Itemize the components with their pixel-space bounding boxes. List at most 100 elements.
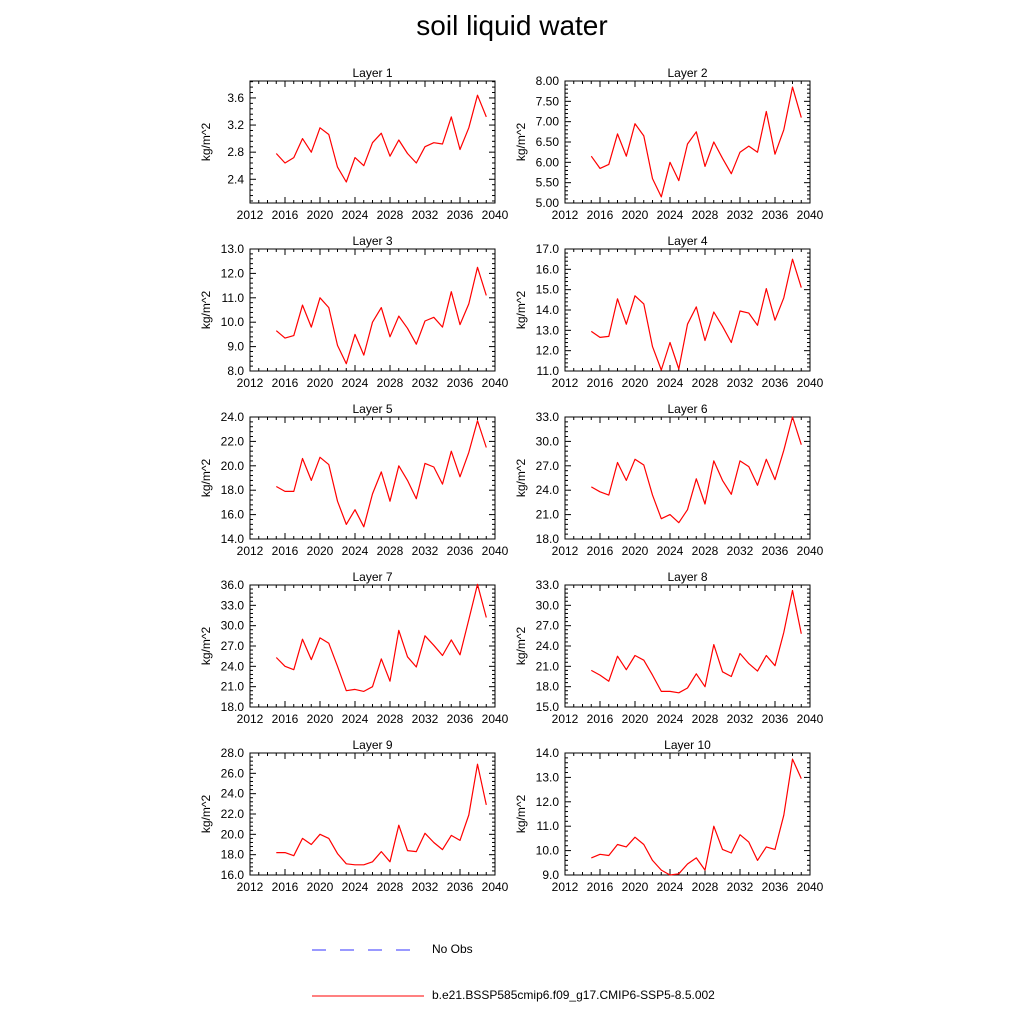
x-tick-label: 2020 <box>307 712 334 726</box>
y-tick-label: 12.0 <box>536 344 560 358</box>
x-tick-label: 2028 <box>377 376 404 390</box>
y-tick-label: 33.0 <box>536 578 560 592</box>
y-tick-label: 17.0 <box>536 242 560 256</box>
panel-3: 2012 2016 2020 2024 2028 2032 2036 2040 8.0 9.0 10… <box>199 234 509 390</box>
series-line <box>591 589 802 694</box>
y-tick-label: 30.0 <box>221 619 245 633</box>
y-tick-label: 21.0 <box>221 680 245 694</box>
x-tick-label: 2040 <box>797 880 824 894</box>
series-line <box>591 758 802 876</box>
panel-1: 2012 2016 2020 2024 2028 2032 2036 2040 2.4 2.8 3.… <box>199 66 509 222</box>
x-tick-label: 2020 <box>622 880 649 894</box>
x-tick-label: 2024 <box>657 880 684 894</box>
y-tick-label: 10.0 <box>536 844 560 858</box>
y-tick-label: 27.0 <box>221 639 245 653</box>
panel-title: Layer 7 <box>352 570 392 584</box>
y-tick-label: 18.0 <box>221 848 245 862</box>
y-tick-label: 16.0 <box>221 868 245 882</box>
y-tick-label: 11.0 <box>222 291 245 305</box>
y-tick-label: 14.0 <box>536 746 560 760</box>
panel-8: 2012 2016 2020 2024 2028 2032 2036 2040 15.0 18.0… <box>514 570 824 726</box>
x-tick-label: 2040 <box>797 544 824 558</box>
panel-7: 2012 2016 2020 2024 2028 2032 2036 2040 18.0 21.0… <box>199 570 509 726</box>
y-tick-label: 33.0 <box>536 410 560 424</box>
y-tick-label: 14.0 <box>221 532 245 546</box>
plot-frame <box>564 80 811 204</box>
y-tick-label: 27.0 <box>536 459 560 473</box>
y-tick-label: 12.0 <box>221 266 245 280</box>
y-tick-label: 21.0 <box>536 659 560 673</box>
x-tick-label: 2024 <box>657 712 684 726</box>
y-tick-label: 24.0 <box>221 787 245 801</box>
panel-title: Layer 6 <box>667 402 707 416</box>
y-tick-label: 20.0 <box>221 459 245 473</box>
x-tick-label: 2032 <box>727 880 754 894</box>
x-tick-label: 2024 <box>657 208 684 222</box>
y-tick-label: 28.0 <box>221 746 245 760</box>
x-tick-label: 2016 <box>587 544 614 558</box>
series-line <box>276 420 487 528</box>
y-tick-label: 2.4 <box>227 172 244 186</box>
y-axis-label: kg/m^2 <box>514 627 528 666</box>
x-tick-label: 2020 <box>307 544 334 558</box>
x-tick-label: 2036 <box>762 712 789 726</box>
y-tick-label: 13.0 <box>536 770 560 784</box>
y-tick-label: 22.0 <box>221 434 245 448</box>
x-tick-label: 2028 <box>692 880 719 894</box>
x-tick-label: 2024 <box>657 376 684 390</box>
x-tick-label: 2032 <box>412 376 439 390</box>
y-tick-label: 20.0 <box>221 827 245 841</box>
panel-4: 2012 2016 2020 2024 2028 2032 2036 2040 11.0 12.0… <box>514 234 824 390</box>
x-tick-label: 2012 <box>237 376 264 390</box>
series-line <box>590 86 802 198</box>
panel-title: Layer 10 <box>664 738 711 752</box>
y-tick-label: 14.0 <box>536 303 560 317</box>
plot-frame <box>564 416 811 540</box>
x-tick-label: 2012 <box>237 712 264 726</box>
y-tick-label: 24.0 <box>536 639 560 653</box>
x-tick-label: 2028 <box>692 544 719 558</box>
y-axis-label: kg/m^2 <box>514 291 528 330</box>
x-tick-label: 2032 <box>412 712 439 726</box>
panel-title: Layer 1 <box>352 66 392 80</box>
x-tick-label: 2040 <box>797 376 824 390</box>
y-axis-label: kg/m^2 <box>514 795 528 834</box>
panel-2: 2012 2016 2020 2024 2028 2032 2036 2040 5.00 5.50… <box>514 66 824 222</box>
y-axis-label: kg/m^2 <box>199 123 213 162</box>
series-line <box>275 266 487 365</box>
plot-frame <box>564 248 811 372</box>
y-tick-label: 18.0 <box>536 680 560 694</box>
x-tick-label: 2040 <box>482 712 509 726</box>
plot-frame <box>249 248 496 372</box>
y-tick-label: 16.0 <box>221 508 245 522</box>
x-tick-label: 2036 <box>447 712 474 726</box>
x-tick-label: 2036 <box>762 376 789 390</box>
y-tick-label: 11.0 <box>537 819 560 833</box>
y-tick-label: 26.0 <box>221 766 245 780</box>
y-tick-label: 33.0 <box>221 598 245 612</box>
y-tick-label: 15.0 <box>536 700 560 714</box>
x-tick-label: 2016 <box>272 376 299 390</box>
x-tick-label: 2016 <box>272 880 299 894</box>
y-axis-label: kg/m^2 <box>199 795 213 834</box>
y-tick-label: 30.0 <box>536 434 560 448</box>
y-tick-label: 11.0 <box>537 364 560 378</box>
plot-frame <box>249 584 496 708</box>
y-axis-label: kg/m^2 <box>514 123 528 162</box>
y-tick-label: 21.0 <box>536 508 560 522</box>
x-tick-label: 2012 <box>237 208 264 222</box>
panel-title: Layer 4 <box>667 234 707 248</box>
x-tick-label: 2032 <box>412 208 439 222</box>
y-tick-label: 30.0 <box>536 598 560 612</box>
x-tick-label: 2016 <box>272 544 299 558</box>
y-tick-label: 6.00 <box>536 155 560 169</box>
x-tick-label: 2012 <box>552 208 579 222</box>
y-tick-label: 16.0 <box>536 262 560 276</box>
x-tick-label: 2040 <box>797 208 824 222</box>
x-tick-label: 2016 <box>272 712 299 726</box>
x-tick-label: 2028 <box>377 208 404 222</box>
x-tick-label: 2032 <box>727 208 754 222</box>
y-tick-label: 10.0 <box>221 315 245 329</box>
panel-title: Layer 8 <box>667 570 707 584</box>
x-tick-label: 2040 <box>482 544 509 558</box>
